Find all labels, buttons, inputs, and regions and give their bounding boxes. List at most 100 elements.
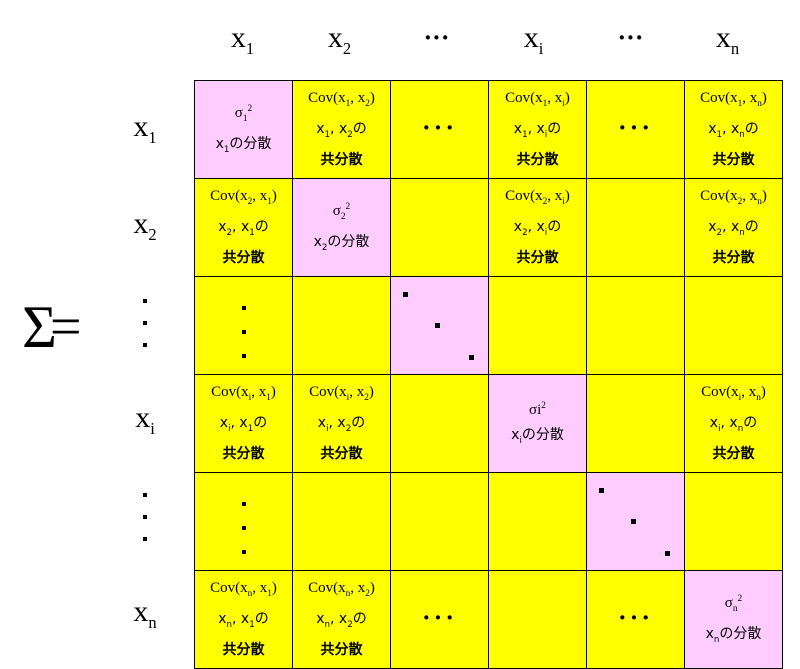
covariance-label: 共分散 (222, 249, 265, 266)
hdots-cell: ··· (586, 570, 685, 669)
vdots-icon (241, 305, 246, 358)
variance-cell: σi2 xiの分散 (488, 374, 587, 473)
subscript: n (757, 99, 762, 110)
subscript: 2 (340, 211, 346, 222)
sigma-squared: σ22 (332, 201, 351, 222)
subscript: i (519, 435, 522, 446)
subscript: 1 (522, 129, 528, 140)
variance-label: x1の分散 (215, 135, 272, 155)
pair-label: x1, x2の (316, 121, 367, 140)
superscript: 2 (345, 201, 351, 212)
superscript: 2 (247, 103, 253, 114)
pair-label: xn, x2の (316, 611, 367, 630)
ddots-icon (587, 473, 684, 570)
covariance-label: 共分散 (712, 445, 755, 462)
column-header-label: x2 (327, 21, 352, 58)
covariance-label: 共分散 (222, 445, 265, 462)
hdots-cell: ··· (586, 80, 685, 179)
subscript: 1 (247, 423, 254, 434)
covariance-cell: Cov(xi, x2) xi, x2の 共分散 (292, 374, 391, 473)
equals-sign: = (50, 296, 82, 358)
subscript: 1 (267, 197, 272, 208)
row-header: x2 (110, 177, 180, 274)
column-header-label: xi (523, 21, 544, 58)
column-header-label: x1 (230, 21, 255, 58)
subscript: 2 (737, 197, 743, 208)
vdots-icon (241, 501, 246, 554)
covariance-label: 共分散 (320, 641, 363, 658)
row-header-label-subscript: i (150, 418, 155, 438)
empty-cell (488, 570, 587, 669)
row-header: ⋮ (110, 274, 180, 371)
covariance-label: 共分散 (320, 445, 363, 462)
dot-icon (241, 329, 246, 334)
subscript: 1 (267, 589, 272, 600)
superscript: 2 (737, 593, 743, 604)
hdots-icon: ··· (421, 602, 457, 632)
covariance-cell: Cov(x2, x1) x2, x1の 共分散 (194, 178, 293, 277)
variance-cell: σ22 x2の分散 (292, 178, 391, 277)
cov-expression: Cov(x2, xn) (700, 188, 767, 208)
ddots-icon (391, 277, 488, 374)
pair-label: xi, x1の (219, 415, 268, 434)
covariance-cell: Cov(x1, x2) x1, x2の 共分散 (292, 80, 391, 179)
subscript: 1 (737, 99, 743, 110)
subscript: i (326, 423, 329, 434)
dot-icon (143, 342, 147, 347)
matrix-row (194, 472, 783, 571)
column-header: ··· (617, 23, 644, 52)
subscript: i (738, 393, 742, 404)
empty-cell (292, 472, 391, 571)
empty-cell (586, 178, 685, 277)
subscript: 2 (365, 99, 370, 110)
subscript: 2 (347, 129, 353, 140)
dot-icon (241, 353, 246, 358)
pair-label: x1, xnの (708, 121, 759, 140)
row-header-label-subscript: 1 (148, 127, 157, 147)
cov-expression: Cov(x2, x1) (210, 188, 277, 208)
matrix-row: Cov(xn, x1) xn, x1の 共分散 Cov(xn, x2) xn, x2の共… (194, 570, 783, 669)
subscript: 1 (242, 113, 248, 124)
column-header: x2 (291, 16, 388, 60)
row-header-label: x1 (133, 109, 157, 147)
vdots-cell (194, 276, 293, 375)
subscript: 1 (542, 99, 548, 110)
subscript: n (713, 634, 720, 645)
subscript: 2 (365, 589, 370, 600)
dot-icon (403, 292, 408, 297)
covariance-cell: Cov(x2, xi) x2, xiの 共分散 (488, 178, 587, 277)
row-header: xi (110, 371, 180, 468)
row-header-label-subscript: 2 (148, 224, 157, 244)
subscript: i (718, 423, 721, 434)
empty-cell (292, 276, 391, 375)
row-header-label-subscript: n (148, 612, 157, 632)
variance-cell: σn2 xnの分散 (684, 570, 783, 669)
ddots-cell (586, 472, 685, 571)
cov-expression: Cov(x1, x2) (308, 90, 375, 110)
cov-expression: Cov(xi, xn) (701, 384, 766, 404)
dot-icon (469, 355, 474, 360)
cov-expression: Cov(xi, x2) (309, 384, 374, 404)
empty-cell (390, 472, 489, 571)
column-header: ··· (423, 23, 450, 52)
covariance-matrix: σ12 x1の分散 Cov(x1, x2) x1, x2の 共分散 ··· Cov(x1, … (194, 80, 783, 669)
covariance-label: 共分散 (222, 641, 265, 658)
dot-icon (241, 501, 246, 506)
dot-icon (143, 514, 147, 519)
empty-cell (390, 374, 489, 473)
subscript: 2 (347, 619, 353, 630)
subscript: i (228, 423, 231, 434)
dot-icon (241, 305, 246, 310)
cov-expression: Cov(xn, x1) (210, 580, 277, 600)
covariance-cell: Cov(xi, x1) xi, x1の 共分散 (194, 374, 293, 473)
column-header-label-subscript: 2 (342, 39, 352, 58)
subscript: n (757, 197, 762, 208)
subscript: n (737, 423, 744, 434)
dot-icon (241, 525, 246, 530)
column-header-label-subscript: i (538, 39, 544, 58)
subscript: 1 (249, 227, 255, 238)
subscript: i (346, 393, 350, 404)
covariance-cell: Cov(xi, xn) xi, xnの 共分散 (684, 374, 783, 473)
subscript: 2 (226, 227, 233, 238)
pair-label: xn, x1の (218, 611, 269, 630)
